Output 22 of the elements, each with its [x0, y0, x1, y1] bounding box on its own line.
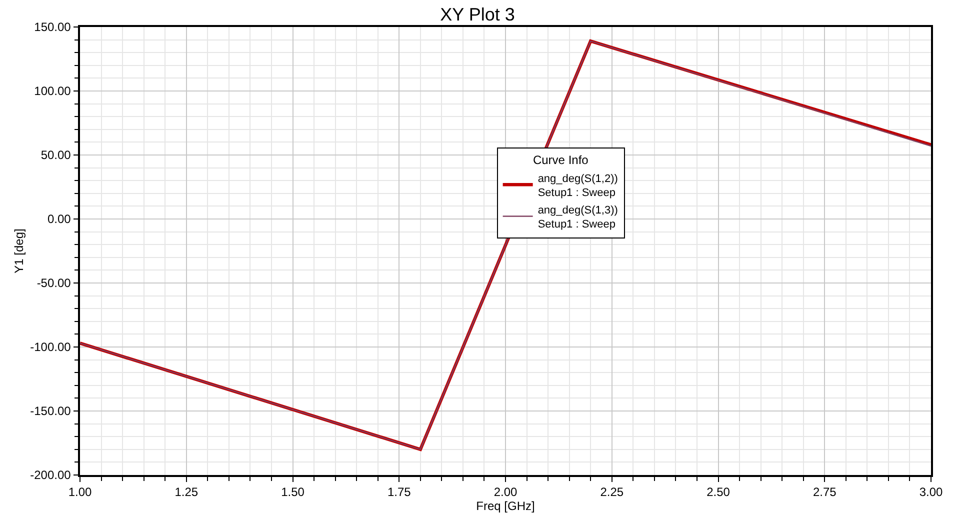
x-tick-label: 3.00: [919, 485, 943, 500]
y-tick-label: 150.00: [34, 20, 72, 34]
y-tick-label: 100.00: [34, 84, 72, 98]
y-tick-label: 50.00: [40, 148, 72, 162]
x-tick-label: 1.25: [174, 485, 198, 500]
legend-label: ang_deg(S(1,3)) Setup1 : Sweep: [538, 204, 618, 231]
x-tick-label: 2.00: [494, 485, 518, 500]
x-tick-label: 2.75: [812, 485, 837, 500]
x-tick-label: 1.00: [68, 485, 92, 500]
legend-title: Curve Info: [532, 152, 589, 167]
x-tick-label: 1.50: [281, 485, 305, 500]
chart-title: XY Plot 3: [440, 4, 515, 24]
x-tick-label: 1.75: [387, 485, 412, 500]
x-axis-title: Freq [GHz]: [476, 499, 535, 514]
x-tick-label: 2.50: [706, 485, 730, 500]
y-tick-label: -200.00: [30, 468, 72, 482]
y-axis-title: Y1 [deg]: [12, 228, 26, 274]
y-tick-label: 0.00: [47, 212, 72, 226]
x-tick-label: 2.25: [600, 485, 624, 500]
y-tick-label: -100.00: [30, 340, 72, 354]
y-tick-label: -150.00: [30, 404, 72, 418]
y-tick-label: -50.00: [36, 276, 72, 290]
